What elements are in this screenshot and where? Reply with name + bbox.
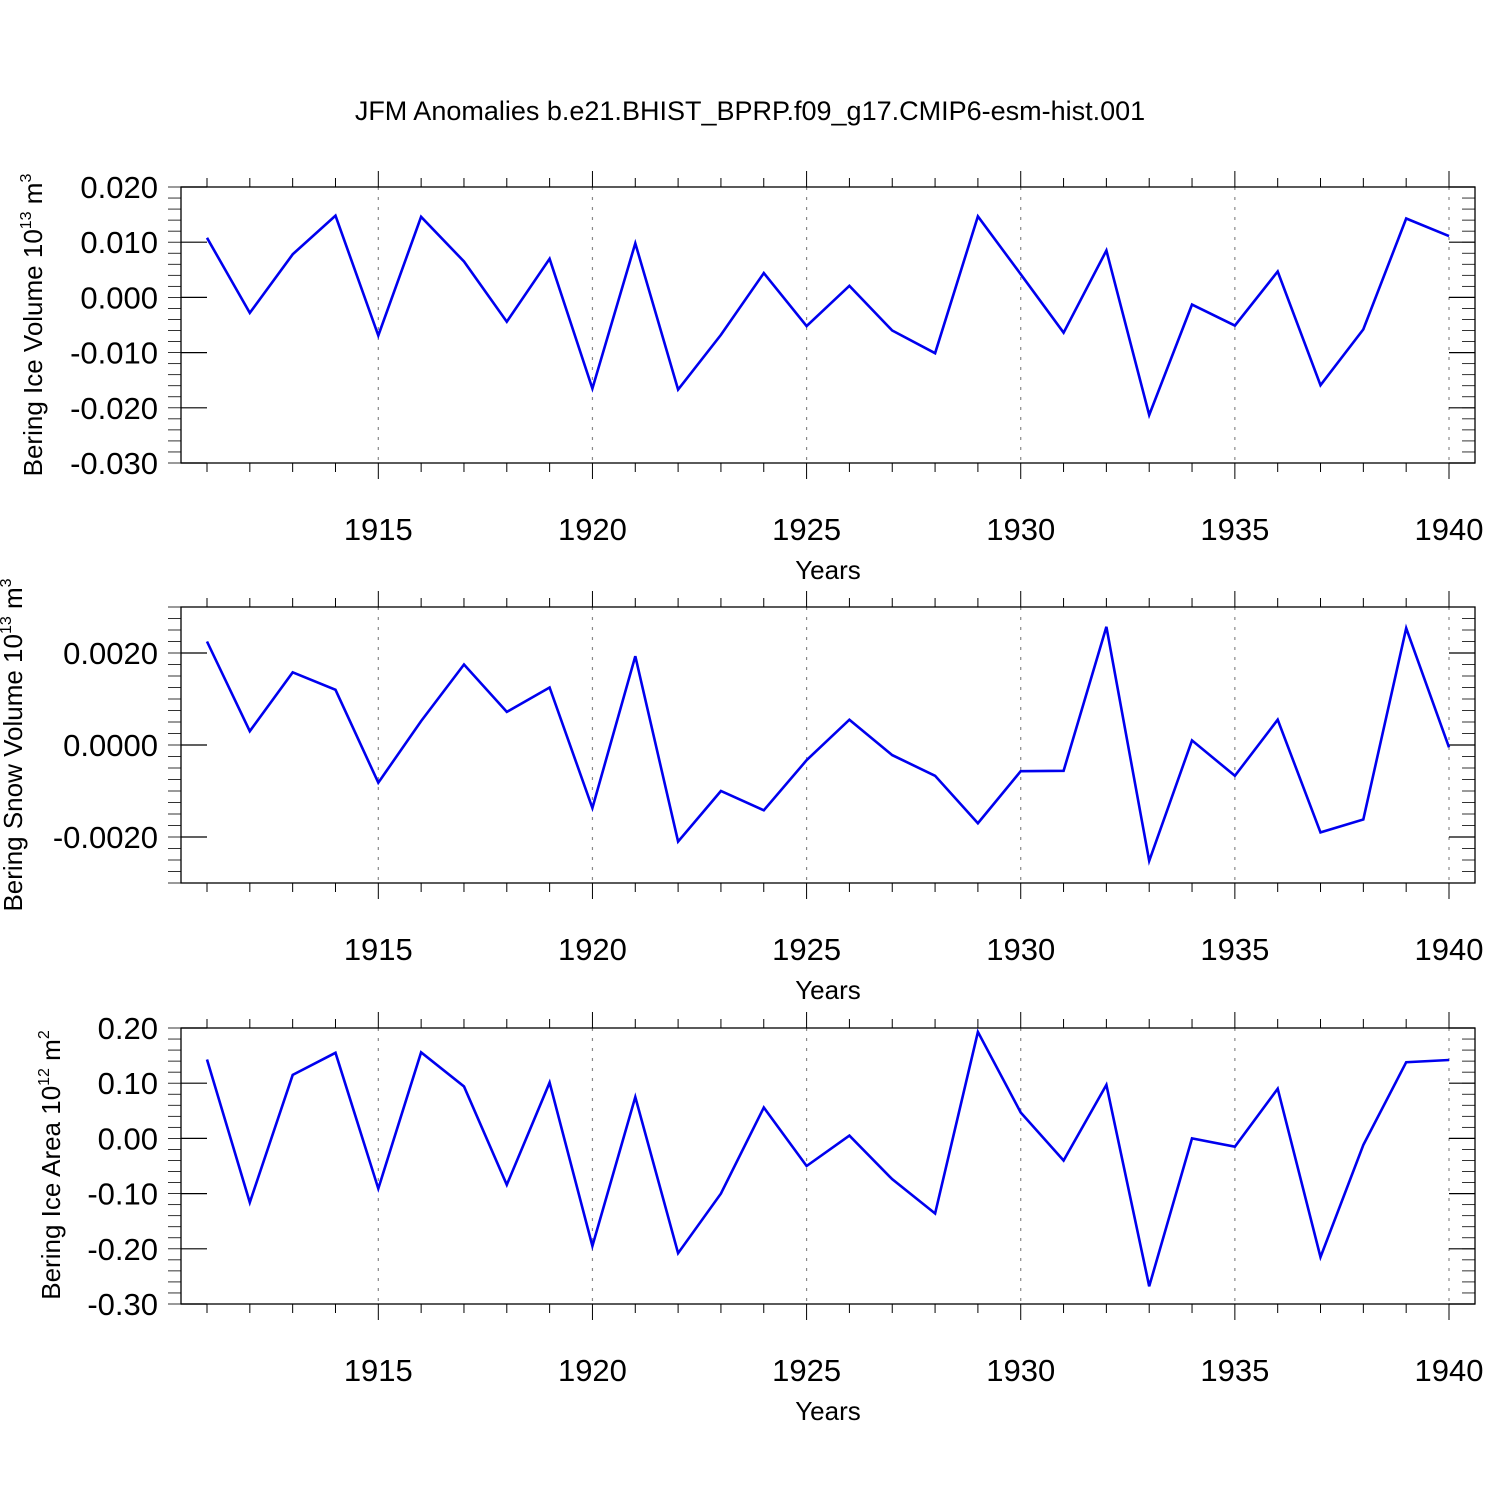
series-line [205,623,1451,866]
x-tick-label: 1935 [1200,932,1269,967]
x-tick-label: 1940 [1415,932,1484,967]
x-tick-label: 1915 [344,932,413,967]
y-tick-label: 0.010 [80,225,158,260]
x-tick-label: 1920 [558,932,627,967]
x-tick-label: 1940 [1415,1353,1484,1388]
plot-frame [180,606,1476,884]
series-line [205,1028,1450,1287]
y-tick-label: -0.0020 [53,820,158,855]
plot-frame [180,1027,1476,1305]
y-tick-label: 0.10 [98,1066,158,1101]
x-tick-label: 1925 [772,512,841,547]
y-tick-label: -0.030 [70,446,158,481]
x-tick-label: 1935 [1200,512,1269,547]
y-tick-label: -0.10 [87,1177,158,1212]
x-tick-label: 1925 [772,932,841,967]
x-tick-label: 1940 [1415,512,1484,547]
x-axis-label: Years [795,975,861,1005]
y-tick-label: 0.000 [80,280,158,315]
series-line [205,213,1450,420]
y-tick-label: 0.020 [80,170,158,205]
x-tick-label: 1930 [986,512,1055,547]
y-axis-label: Bering Ice Volume 1013 m3 [18,174,48,477]
y-tick-label: 0.0020 [63,636,158,671]
x-tick-label: 1930 [986,1353,1055,1388]
y-tick-label: 0.20 [98,1011,158,1046]
x-tick-label: 1915 [344,512,413,547]
panel-3: -0.30 -0.20 -0.10 0.00 0.10 0.20 1915 1920 1925 1… [36,1011,1483,1426]
page-title: JFM Anomalies b.e21.BHIST_BPRP.f09_g17.C… [354,96,1146,126]
y-axis-label: Bering Snow Volume 1013 m3 [0,578,28,911]
y-tick-label: -0.20 [87,1232,158,1267]
x-axis-label: Years [795,555,861,585]
x-tick-label: 1930 [986,932,1055,967]
y-tick-label: -0.30 [87,1287,158,1322]
panel-1: -0.030 -0.020 -0.010 0.000 0.010 0.020 1915 192… [18,170,1483,585]
x-tick-label: 1935 [1200,1353,1269,1388]
x-tick-label: 1920 [558,1353,627,1388]
x-axis-label: Years [795,1396,861,1426]
y-tick-label: 0.00 [98,1121,158,1156]
x-tick-label: 1915 [344,1353,413,1388]
y-tick-label: -0.020 [70,391,158,426]
panel-2: -0.0020 0.0000 0.0020 1915 1920 1925 1930 1935 1… [0,578,1483,1005]
x-tick-label: 1920 [558,512,627,547]
plot-frame [180,186,1476,464]
x-tick-label: 1925 [772,1353,841,1388]
y-tick-label: 0.0000 [63,728,158,763]
y-axis-label: Bering Ice Area 1012 m2 [36,1030,66,1300]
y-tick-label: -0.010 [70,336,158,371]
